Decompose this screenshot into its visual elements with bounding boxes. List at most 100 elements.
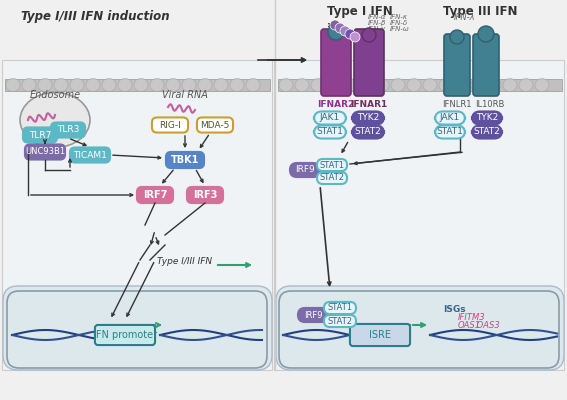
- FancyBboxPatch shape: [197, 118, 233, 132]
- Ellipse shape: [375, 78, 389, 92]
- Text: IRF3: IRF3: [193, 190, 217, 200]
- Text: TICAM1: TICAM1: [73, 150, 107, 160]
- Ellipse shape: [535, 78, 549, 92]
- Text: ISGs: ISGs: [443, 306, 466, 314]
- Text: JAK1: JAK1: [320, 114, 340, 122]
- Text: IFN-ε: IFN-ε: [368, 32, 386, 38]
- Ellipse shape: [198, 78, 212, 92]
- Text: Type I/III IFN induction: Type I/III IFN induction: [20, 10, 170, 23]
- Ellipse shape: [166, 78, 180, 92]
- Circle shape: [450, 30, 464, 44]
- Text: STAT2: STAT2: [319, 174, 345, 182]
- Text: Endosome: Endosome: [29, 90, 81, 100]
- Bar: [274, 60, 564, 370]
- Ellipse shape: [230, 78, 244, 92]
- Ellipse shape: [134, 78, 148, 92]
- FancyBboxPatch shape: [298, 308, 328, 322]
- FancyBboxPatch shape: [95, 325, 155, 345]
- Text: JAK1: JAK1: [440, 114, 460, 122]
- FancyBboxPatch shape: [23, 128, 57, 142]
- Text: IFN-α: IFN-α: [368, 14, 387, 20]
- Text: STAT2: STAT2: [354, 128, 382, 136]
- FancyBboxPatch shape: [444, 34, 470, 96]
- FancyBboxPatch shape: [290, 163, 320, 177]
- Text: OAS1: OAS1: [458, 320, 481, 330]
- FancyBboxPatch shape: [317, 172, 347, 184]
- Ellipse shape: [407, 78, 421, 92]
- FancyBboxPatch shape: [435, 112, 465, 124]
- FancyBboxPatch shape: [152, 118, 188, 132]
- Text: IFNLR1: IFNLR1: [442, 100, 472, 109]
- Text: IRF9: IRF9: [304, 310, 322, 320]
- Text: TBK1: TBK1: [171, 155, 199, 165]
- Text: ISRE: ISRE: [369, 330, 391, 340]
- FancyBboxPatch shape: [354, 29, 384, 96]
- Ellipse shape: [343, 78, 357, 92]
- FancyBboxPatch shape: [166, 152, 204, 168]
- Bar: [2, 60, 272, 370]
- Ellipse shape: [311, 78, 325, 92]
- FancyBboxPatch shape: [70, 148, 110, 162]
- Ellipse shape: [487, 78, 501, 92]
- Text: TLR3: TLR3: [57, 126, 79, 134]
- Text: IFN promoter: IFN promoter: [93, 330, 157, 340]
- Text: STAT1: STAT1: [328, 304, 353, 312]
- Text: Type I/III IFN: Type I/III IFN: [158, 258, 213, 266]
- Ellipse shape: [503, 78, 517, 92]
- Circle shape: [350, 32, 360, 42]
- Text: STAT1: STAT1: [319, 160, 345, 170]
- Ellipse shape: [279, 78, 293, 92]
- Text: STAT1: STAT1: [437, 128, 463, 136]
- FancyBboxPatch shape: [324, 302, 356, 314]
- Text: IFN-γ: IFN-γ: [368, 26, 386, 32]
- FancyBboxPatch shape: [137, 187, 173, 203]
- Ellipse shape: [70, 78, 84, 92]
- FancyBboxPatch shape: [352, 126, 384, 138]
- Text: IFN-β: IFN-β: [368, 20, 386, 26]
- FancyBboxPatch shape: [314, 126, 346, 138]
- FancyBboxPatch shape: [25, 144, 65, 160]
- Ellipse shape: [150, 78, 164, 92]
- Text: TYK2: TYK2: [476, 114, 498, 122]
- Text: RIG-I: RIG-I: [159, 120, 181, 130]
- Text: IL10RB: IL10RB: [475, 100, 505, 109]
- Circle shape: [362, 28, 376, 42]
- Ellipse shape: [423, 78, 437, 92]
- FancyBboxPatch shape: [324, 315, 356, 327]
- Ellipse shape: [118, 78, 132, 92]
- Text: TYK2: TYK2: [357, 114, 379, 122]
- Ellipse shape: [391, 78, 405, 92]
- Ellipse shape: [38, 78, 52, 92]
- Ellipse shape: [22, 78, 36, 92]
- Text: IFITM3: IFITM3: [458, 314, 485, 322]
- Text: IFN-δ: IFN-δ: [390, 20, 408, 26]
- Circle shape: [328, 24, 344, 40]
- Circle shape: [330, 20, 340, 30]
- Text: Type I IFN: Type I IFN: [327, 5, 393, 18]
- Ellipse shape: [471, 78, 485, 92]
- Ellipse shape: [214, 78, 228, 92]
- Text: IFNAR1: IFNAR1: [350, 100, 388, 109]
- Text: STAT1: STAT1: [316, 128, 344, 136]
- Text: TLR7: TLR7: [29, 130, 51, 140]
- Text: IFN-ω: IFN-ω: [390, 26, 410, 32]
- Ellipse shape: [246, 78, 260, 92]
- FancyBboxPatch shape: [352, 112, 384, 124]
- Text: STAT2: STAT2: [473, 128, 500, 136]
- Text: IFNAR2: IFNAR2: [318, 100, 354, 109]
- Ellipse shape: [519, 78, 533, 92]
- Text: STAT2: STAT2: [328, 316, 353, 326]
- Circle shape: [335, 23, 345, 33]
- FancyBboxPatch shape: [321, 29, 351, 96]
- Ellipse shape: [86, 78, 100, 92]
- Ellipse shape: [20, 92, 90, 148]
- FancyBboxPatch shape: [187, 187, 223, 203]
- FancyBboxPatch shape: [276, 286, 564, 370]
- Text: IFN-κ: IFN-κ: [390, 14, 408, 20]
- Text: MDA-5: MDA-5: [200, 120, 230, 130]
- FancyBboxPatch shape: [435, 126, 465, 138]
- FancyBboxPatch shape: [317, 159, 347, 171]
- Ellipse shape: [359, 78, 373, 92]
- Ellipse shape: [327, 78, 341, 92]
- Ellipse shape: [54, 78, 68, 92]
